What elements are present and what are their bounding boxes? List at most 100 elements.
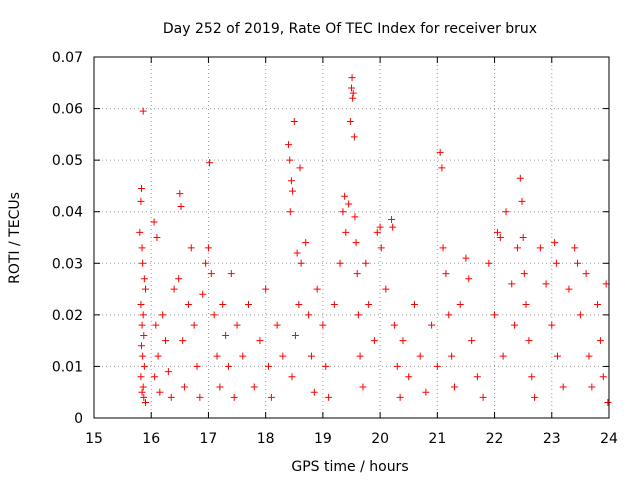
data-point: [330, 301, 338, 309]
data-point: [536, 244, 544, 252]
data-point: [287, 177, 295, 185]
x-tick-labels: 15 16 17 18 19 20 21 22 23 24: [85, 431, 618, 447]
data-point: [179, 337, 187, 345]
data-point: [150, 218, 158, 226]
data-point: [187, 244, 195, 252]
data-point: [239, 352, 247, 360]
y-tick-label: 0.06: [52, 102, 83, 118]
data-point: [293, 249, 301, 257]
x-tick-label: 19: [314, 431, 332, 447]
data-point: [286, 208, 294, 216]
data-point: [353, 270, 361, 278]
data-point: [349, 94, 357, 102]
data-point: [139, 259, 147, 267]
data-point: [297, 259, 305, 267]
data-point: [267, 393, 275, 401]
data-point: [525, 337, 533, 345]
data-point: [290, 117, 298, 125]
data-point: [262, 285, 270, 293]
axis-ticks: [93, 56, 610, 419]
x-tick-label: 21: [428, 431, 446, 447]
data-point: [164, 368, 172, 376]
data-point: [582, 270, 590, 278]
x-tick-label: 16: [142, 431, 160, 447]
data-point: [245, 301, 252, 309]
data-point: [531, 393, 539, 401]
data-point: [140, 275, 148, 283]
data-point: [377, 244, 385, 252]
data-point: [207, 270, 215, 278]
data-point: [370, 337, 378, 345]
data-point: [548, 321, 556, 329]
data-point: [518, 197, 526, 205]
data-point: [296, 164, 304, 172]
data-point: [137, 373, 145, 381]
data-point: [552, 259, 560, 267]
data-point: [433, 362, 441, 370]
data-point: [138, 388, 146, 396]
data-point: [190, 321, 198, 329]
data-point: [520, 270, 528, 278]
data-point: [138, 244, 146, 252]
x-tick-label: 18: [257, 431, 275, 447]
data-point: [348, 74, 356, 82]
data-point: [491, 311, 499, 319]
data-point: [602, 280, 610, 288]
data-point: [405, 373, 413, 381]
data-point: [154, 352, 162, 360]
data-point: [162, 337, 170, 345]
x-tick-label: 23: [543, 431, 561, 447]
data-point: [322, 362, 330, 370]
data-point: [184, 301, 192, 309]
data-point: [140, 331, 148, 339]
data-point: [153, 234, 161, 241]
data-point: [522, 301, 530, 309]
data-point: [390, 321, 398, 329]
y-tick-label: 0.07: [52, 50, 83, 66]
data-point: [389, 223, 397, 231]
data-point: [142, 285, 149, 293]
data-point: [307, 352, 315, 360]
data-point: [456, 301, 464, 309]
data-point: [451, 383, 458, 391]
data-point: [349, 89, 357, 97]
data-point: [210, 311, 218, 319]
y-tick-label: 0.05: [52, 153, 83, 169]
data-point: [136, 228, 144, 236]
data-point: [152, 321, 160, 329]
data-point: [511, 321, 519, 329]
data-point: [139, 311, 147, 319]
data-point: [137, 301, 145, 309]
data-point: [496, 234, 504, 241]
data-point: [250, 383, 258, 391]
data-point: [199, 290, 207, 298]
data-point: [175, 275, 183, 283]
data-point: [233, 321, 241, 329]
data-point: [288, 373, 296, 381]
y-tick-label: 0.02: [52, 308, 83, 324]
data-point: [273, 321, 281, 329]
y-tick-label: 0.01: [52, 359, 83, 375]
data-point: [216, 383, 224, 391]
data-point: [167, 393, 175, 401]
data-point: [410, 301, 418, 309]
x-tick-label: 17: [200, 431, 218, 447]
data-point: [542, 280, 550, 288]
data-point: [137, 197, 145, 205]
data-point: [350, 133, 358, 141]
x-axis-label: GPS time / hours: [291, 459, 408, 475]
plot-frame: [93, 56, 610, 419]
data-point: [428, 321, 436, 329]
data-point: [138, 321, 146, 329]
data-point: [139, 107, 147, 115]
data-point: [352, 239, 360, 247]
data-point: [551, 239, 559, 247]
data-point: [485, 259, 493, 267]
data-point: [279, 352, 287, 360]
data-point: [499, 352, 507, 360]
data-point: [177, 203, 185, 211]
data-point: [140, 362, 148, 370]
data-point: [345, 200, 353, 208]
y-axis-label: ROTI / TECUs: [7, 192, 23, 284]
data-point: [310, 388, 318, 396]
